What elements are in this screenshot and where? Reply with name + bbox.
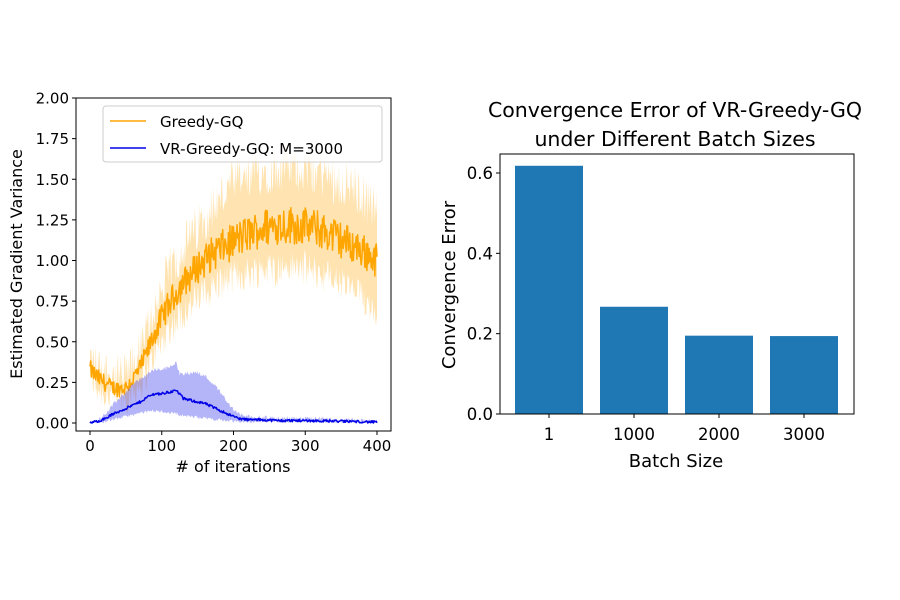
y-tick-label: 1.00 <box>36 252 69 270</box>
legend-label-greedy-gq: Greedy-GQ <box>160 113 243 131</box>
x-axis-label: Batch Size <box>629 451 723 472</box>
legend-label-vr-greedy-gq: VR-Greedy-GQ: M=3000 <box>160 140 343 158</box>
chart-title-line-1: Convergence Error of VR-Greedy-GQ <box>488 98 862 122</box>
confidence-band-vr-greedy-gq <box>90 361 377 423</box>
y-tick-label: 0.2 <box>467 325 493 344</box>
x-axis-label: # of iterations <box>176 457 291 476</box>
y-tick-label: 0.0 <box>467 405 493 424</box>
x-tick-label: 200 <box>219 437 248 455</box>
bars <box>515 165 838 414</box>
y-tick-label: 1.75 <box>36 130 69 148</box>
x-ticks: 0 100 200 300 400 <box>85 431 391 455</box>
y-tick-label: 1.50 <box>36 171 69 189</box>
y-tick-label: 2.00 <box>36 90 69 108</box>
bar-batch-1000 <box>600 306 668 414</box>
x-ticks: 1 1000 2000 3000 <box>544 414 825 444</box>
chart-title-line-2: under Different Batch Sizes <box>534 127 815 151</box>
gradient-variance-chart: 0.00 0.25 0.50 0.75 1.00 1.25 1.50 1.75 2.00 0 10… <box>7 90 392 476</box>
x-tick-label: 1 <box>544 425 555 444</box>
y-tick-label: 1.25 <box>36 211 69 229</box>
convergence-error-chart: Convergence Error of VR-Greedy-GQ under … <box>439 98 862 472</box>
x-tick-label: 400 <box>363 437 392 455</box>
y-tick-label: 0.4 <box>467 244 493 263</box>
y-ticks: 0.0 0.2 0.4 0.6 <box>467 164 500 424</box>
x-tick-label: 300 <box>291 437 320 455</box>
y-tick-label: 0.50 <box>36 333 69 351</box>
x-tick-label: 2000 <box>698 425 740 444</box>
x-tick-label: 3000 <box>783 425 825 444</box>
series-line-greedy-gq <box>89 206 378 398</box>
y-axis-label: Estimated Gradient Variance <box>7 149 26 379</box>
x-tick-label: 100 <box>147 437 176 455</box>
y-tick-label: 0.6 <box>467 164 493 183</box>
bar-batch-2000 <box>685 335 753 414</box>
y-ticks: 0.00 0.25 0.50 0.75 1.00 1.25 1.50 1.75 2.00 <box>36 90 76 433</box>
series-line-vr-greedy-gq <box>89 389 378 424</box>
legend: Greedy-GQ VR-Greedy-GQ: M=3000 <box>102 105 383 163</box>
y-tick-label: 0.25 <box>36 374 69 392</box>
plot-area <box>89 142 378 424</box>
legend-box <box>102 105 383 163</box>
y-tick-label: 0.75 <box>36 293 69 311</box>
axes-frame <box>499 153 855 415</box>
y-axis-label: Convergence Error <box>439 200 460 369</box>
bar-batch-3000 <box>770 336 838 414</box>
bar-batch-1 <box>515 165 583 414</box>
x-tick-label: 1000 <box>613 425 655 444</box>
y-tick-label: 0.00 <box>36 415 69 433</box>
x-tick-label: 0 <box>85 437 95 455</box>
